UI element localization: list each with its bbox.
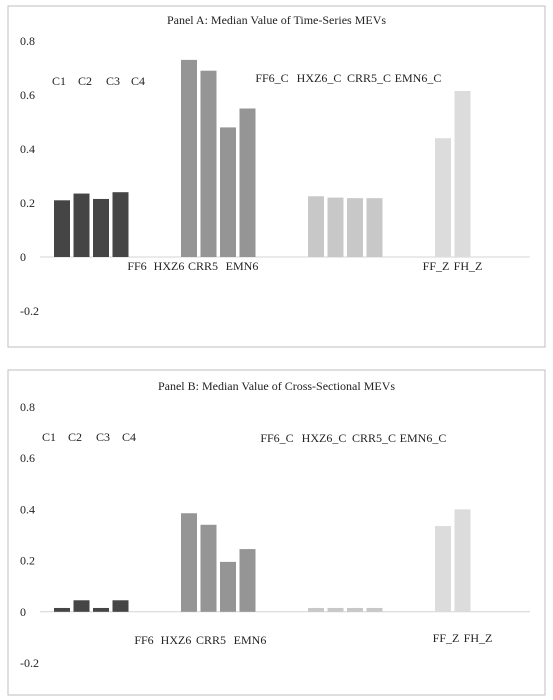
category-label: FF6_C	[260, 431, 293, 445]
bar-c4	[112, 192, 129, 257]
category-label: FH_Z	[454, 259, 483, 273]
y-tick-label: 0.8	[20, 34, 35, 48]
bar-hxz6	[200, 524, 217, 612]
bar-hxz6-c	[327, 607, 344, 612]
bar-ff6	[181, 513, 197, 612]
y-tick-label: 0.8	[20, 400, 35, 414]
panel-a: Panel A: Median Value of Time-Series MEV…	[7, 5, 546, 348]
bar-hxz6	[200, 70, 217, 257]
category-label: EMN6	[226, 259, 259, 273]
category-label: HXZ6_C	[302, 431, 347, 445]
y-tick-label: 0.4	[20, 142, 35, 156]
category-label: HXZ6_C	[297, 71, 342, 85]
category-label: C3	[96, 430, 110, 444]
bar-emn6	[239, 108, 256, 257]
bar-ff6	[181, 59, 197, 258]
y-tick-label: 0.2	[20, 554, 35, 568]
panel-b: Panel B: Median Value of Cross-Sectional…	[7, 369, 546, 696]
bar-c3	[93, 607, 109, 612]
bar-ff-z	[435, 138, 451, 257]
category-label: C2	[68, 430, 82, 444]
bar-c1	[54, 607, 70, 612]
category-label: EMN6_C	[395, 71, 442, 85]
category-label: FF6	[134, 633, 153, 647]
bar-ff-z	[435, 526, 451, 612]
category-label: CRR5	[196, 633, 226, 647]
bar-c1	[54, 200, 70, 257]
category-label: CRR5	[188, 259, 218, 273]
category-label: C3	[106, 74, 120, 88]
y-tick-label: 0.6	[20, 88, 35, 102]
y-tick-label: 0.2	[20, 196, 35, 210]
bar-ff6-c	[308, 196, 324, 257]
category-label: HXZ6	[154, 259, 185, 273]
bar-crr5-c	[347, 607, 363, 612]
y-tick-label: 0	[20, 605, 26, 619]
category-label: C4	[131, 74, 145, 88]
bar-hxz6-c	[327, 197, 344, 257]
bar-c3	[93, 198, 109, 257]
category-label: FF6_C	[255, 71, 288, 85]
category-label: C1	[52, 74, 66, 88]
category-label: HXZ6	[161, 633, 192, 647]
category-label: FF_Z	[423, 259, 450, 273]
category-label: FH_Z	[464, 631, 493, 645]
category-label: C4	[122, 430, 136, 444]
bar-fh-z	[454, 509, 471, 612]
bar-emn6-c	[366, 607, 383, 612]
bar-emn6-c	[366, 198, 383, 257]
category-label: C2	[78, 74, 92, 88]
y-tick-label: -0.2	[20, 304, 39, 318]
y-tick-label: 0	[20, 250, 26, 264]
y-tick-label: -0.2	[20, 656, 39, 670]
bar-crr5	[220, 561, 236, 612]
bar-fh-z	[454, 90, 471, 257]
category-label: EMN6_C	[400, 431, 447, 445]
category-label: FF_Z	[433, 631, 460, 645]
bar-crr5	[220, 127, 236, 258]
bar-ff6-c	[308, 607, 324, 612]
chart-title: Panel A: Median Value of Time-Series MEV…	[167, 13, 386, 27]
bar-c4	[112, 600, 129, 612]
category-label: FF6	[127, 259, 146, 273]
bar-c2	[73, 600, 90, 612]
y-tick-label: 0.4	[20, 502, 35, 516]
category-label: EMN6	[234, 633, 267, 647]
bar-emn6	[239, 549, 256, 612]
category-label: CRR5_C	[352, 431, 396, 445]
category-label: CRR5_C	[347, 71, 391, 85]
y-tick-label: 0.6	[20, 451, 35, 465]
chart-title: Panel B: Median Value of Cross-Sectional…	[158, 379, 395, 393]
bar-crr5-c	[347, 198, 363, 257]
bar-c2	[73, 193, 90, 257]
category-label: C1	[42, 430, 56, 444]
